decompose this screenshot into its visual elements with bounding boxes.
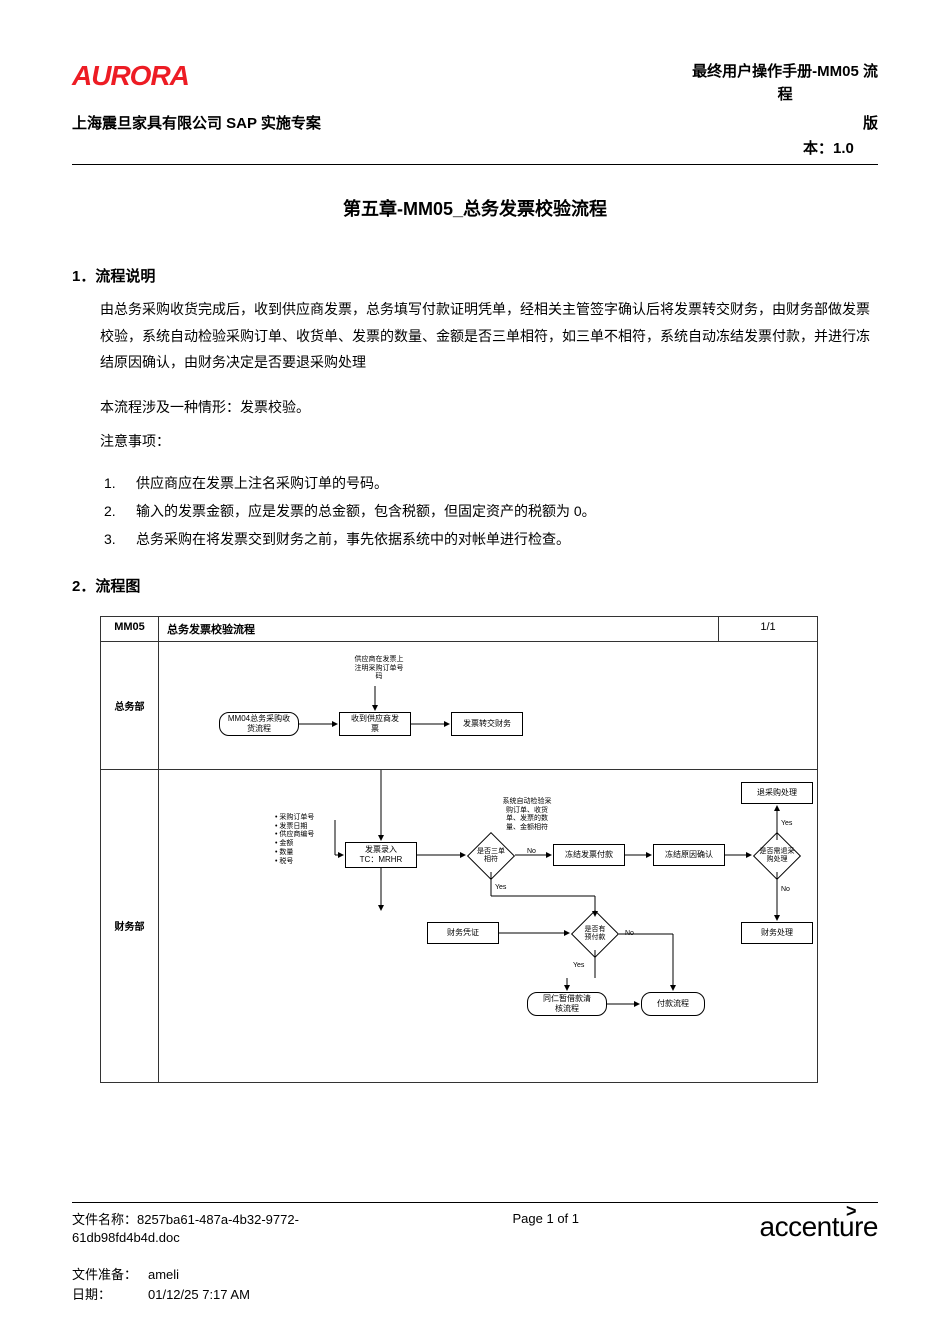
note-item: 1.供应商应在发票上注名采购订单的号码。: [104, 469, 878, 497]
annot-supplier: 供应商在发票上注明采购订单号码: [339, 656, 419, 682]
section-1-body: 由总务采购收货完成后，收到供应商发票，总务填写付款证明凭单，经相关主管签字确认后…: [100, 296, 878, 376]
edge-yes: Yes: [781, 820, 792, 827]
node-text: 收到供应商发票: [351, 714, 399, 733]
decision-three-match: 是否三单相符: [467, 840, 515, 872]
lane-general-affairs: 总务部 供应商在发票上注明采购订单号码 MM04总务采购收货流程 收到供应商发票…: [101, 642, 817, 770]
manual-title-line2: 程: [692, 83, 878, 104]
node-text: 是否有预付款: [585, 926, 606, 941]
node-voucher: 财务凭证: [427, 922, 499, 944]
node-return-purchase: 退采购处理: [741, 782, 813, 804]
node-text: 财务凭证: [447, 928, 479, 938]
header-right: 最终用户操作手册-MM05 流 程: [692, 60, 878, 104]
manual-title-line1: 最终用户操作手册-MM05 流: [692, 60, 878, 81]
lane1-arrows: [159, 642, 819, 770]
node-freeze-payment: 冻结发票付款: [553, 844, 625, 866]
node-invoice-entry: 发票录入TC：MRHR: [345, 842, 417, 868]
page-number: Page 1 of 1: [513, 1211, 580, 1226]
node-transfer-finance: 发票转交财务: [451, 712, 523, 736]
node-text: MM04总务采购收货流程: [228, 714, 290, 733]
node-finance-process: 财务处理: [741, 922, 813, 944]
lane-finance: 财务部 系统自动检验采购订单、收货单、发票的数量、金额相符 • 采购订单号• 发…: [101, 770, 817, 1082]
node-mm04: MM04总务采购收货流程: [219, 712, 299, 736]
lane-label: 总务部: [101, 642, 159, 770]
edge-no: No: [781, 886, 790, 893]
flowchart-title: 总务发票校验流程: [159, 617, 719, 641]
section-2-head: 2．流程图: [72, 575, 878, 596]
flowchart: MM05 总务发票校验流程 1/1 总务部 供应商在发票上注明采购订单号码 MM…: [100, 616, 818, 1083]
section-1-sub1: 本流程涉及一种情形：发票校验。: [100, 394, 878, 421]
node-text: 同仁暂借款清核流程: [543, 994, 591, 1013]
section-1-sub2: 注意事项：: [100, 428, 878, 455]
subheader: 上海震旦家具有限公司 SAP 实施专案 版 本：1.0: [72, 112, 878, 158]
note-text: 供应商应在发票上注名采购订单的号码。: [136, 475, 388, 491]
accenture-accent-icon: >: [846, 1201, 856, 1222]
file-label: 文件名称：: [72, 1212, 137, 1227]
note-text: 总务采购在将发票交到财务之前，事先依据系统中的对帐单进行检查。: [136, 531, 570, 547]
edge-no: No: [527, 848, 536, 855]
date-value: 01/12/25 7:17 AM: [148, 1285, 250, 1305]
page-title: 第五章-MM05_总务发票校验流程: [72, 195, 878, 221]
node-text: 冻结发票付款: [565, 850, 613, 860]
note-text: 输入的发票金额，应是发票的总金额，包含税额，但固定资产的税额为 0。: [136, 503, 596, 519]
accenture-logo: > accenture: [760, 1211, 878, 1243]
node-text: 发票录入TC：MRHR: [360, 845, 403, 864]
note-item: 3.总务采购在将发票交到财务之前，事先依据系统中的对帐单进行检查。: [104, 525, 878, 553]
section-1-head: 1．流程说明: [72, 265, 878, 286]
accenture-text: accenture: [760, 1211, 878, 1242]
prep-value: ameli: [148, 1265, 179, 1285]
footer-filename: 文件名称：8257ba61-487a-4b32-9772-61db98fd4b4…: [72, 1211, 332, 1247]
edge-no: No: [625, 930, 634, 937]
node-text: 冻结原因确认: [665, 850, 713, 860]
node-text: 付款流程: [657, 999, 689, 1009]
company-sap: 上海震旦家具有限公司 SAP 实施专案: [72, 112, 321, 158]
node-text: 是否三单相符: [477, 848, 505, 863]
annot-entry-fields: • 采购订单号• 发票日期• 供应商编号• 金额• 数量• 税号: [275, 814, 337, 867]
prep-label: 文件准备：: [72, 1265, 148, 1285]
notes-list: 1.供应商应在发票上注名采购订单的号码。 2.输入的发票金额，应是发票的总金额，…: [104, 469, 878, 553]
lane-label: 财务部: [101, 770, 159, 1082]
node-text: 退采购处理: [757, 788, 797, 798]
header: AURORA 最终用户操作手册-MM05 流 程: [72, 60, 878, 104]
decision-need-return: 是否需退采购处理: [753, 840, 801, 872]
node-freeze-confirm: 冻结原因确认: [653, 844, 725, 866]
flowchart-header: MM05 总务发票校验流程 1/1: [101, 617, 817, 642]
decision-prepay: 是否有预付款: [571, 918, 619, 950]
node-receive-invoice: 收到供应商发票: [339, 712, 411, 736]
annot-system-check: 系统自动检验采购订单、收货单、发票的数量、金额相符: [487, 798, 567, 833]
node-clear-advance: 同仁暂借款清核流程: [527, 992, 607, 1016]
edge-yes: Yes: [573, 962, 584, 969]
node-payment: 付款流程: [641, 992, 705, 1016]
node-text: 发票转交财务: [463, 719, 511, 729]
header-rule: [72, 164, 878, 165]
footer-meta: 文件准备：ameli 日期：01/12/25 7:17 AM: [72, 1265, 878, 1304]
footer: 文件名称：8257ba61-487a-4b32-9772-61db98fd4b4…: [72, 1202, 878, 1304]
date-label: 日期：: [72, 1285, 148, 1305]
version-value: 本：1.0: [803, 137, 878, 158]
flowchart-id: MM05: [101, 617, 159, 641]
version-label: 版: [863, 112, 878, 133]
node-text: 是否需退采购处理: [760, 848, 795, 863]
node-text: 财务处理: [761, 928, 793, 938]
edge-yes: Yes: [495, 884, 506, 891]
aurora-logo: AURORA: [72, 60, 189, 92]
flowchart-page: 1/1: [719, 617, 817, 641]
footer-rule: [72, 1202, 878, 1203]
note-item: 2.输入的发票金额，应是发票的总金额，包含税额，但固定资产的税额为 0。: [104, 497, 878, 525]
